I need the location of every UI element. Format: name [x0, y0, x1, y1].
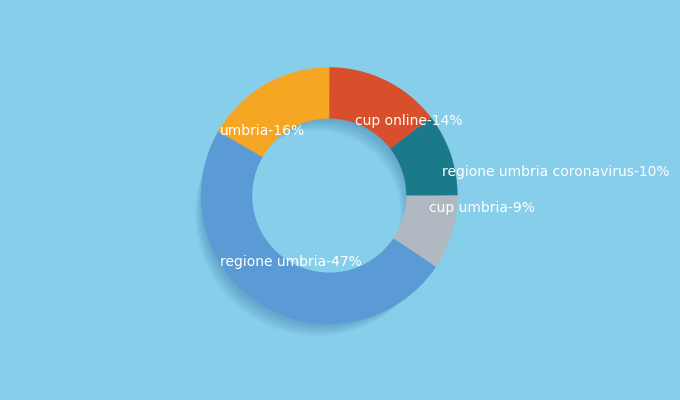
Text: cup umbria-9%: cup umbria-9%: [429, 202, 535, 216]
Wedge shape: [393, 196, 458, 267]
Text: regione umbria coronavirus-10%: regione umbria coronavirus-10%: [442, 166, 670, 180]
Wedge shape: [201, 132, 436, 324]
Text: regione umbria-47%: regione umbria-47%: [220, 255, 362, 269]
Wedge shape: [218, 67, 329, 157]
Text: umbria-16%: umbria-16%: [220, 124, 305, 138]
Wedge shape: [329, 67, 431, 149]
Wedge shape: [390, 118, 458, 196]
Text: cup online-14%: cup online-14%: [355, 114, 462, 128]
